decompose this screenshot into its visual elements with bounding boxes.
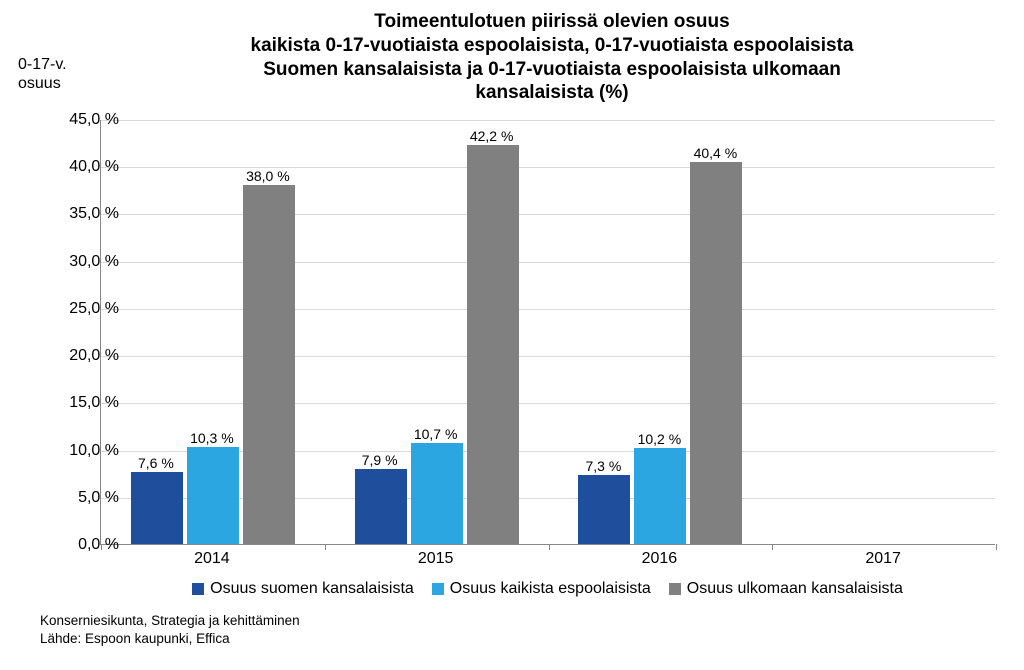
bar-series-0 — [355, 469, 407, 544]
bar-series-0 — [131, 472, 183, 544]
gridline — [101, 120, 995, 121]
chart-container: Toimeentulotuen piirissä olevien osuus k… — [0, 0, 1024, 670]
title-line: Suomen kansalaisista ja 0-17-vuotiaista … — [263, 59, 841, 80]
bar-label: 10,3 % — [190, 430, 234, 446]
x-tick-mark — [549, 544, 550, 550]
legend-label: Osuus kaikista espoolaisista — [450, 580, 651, 598]
legend-label: Osuus suomen kansalaisista — [210, 580, 414, 598]
y-tick-label: 10,0 % — [49, 442, 119, 460]
bar-label: 42,2 % — [470, 128, 514, 144]
plot-area — [100, 120, 995, 545]
bar-label: 7,6 % — [138, 455, 174, 471]
y-tick-label: 5,0 % — [49, 489, 119, 507]
y-tick-label: 30,0 % — [49, 253, 119, 271]
bar-label: 7,3 % — [585, 458, 621, 474]
footer-line: Konserniesikunta, Strategia ja kehittämi… — [40, 613, 300, 628]
legend-label: Osuus ulkomaan kansalaisista — [687, 580, 903, 598]
bar-label: 7,9 % — [362, 452, 398, 468]
title-line: Toimeentulotuen piirissä olevien osuus — [374, 11, 729, 32]
y-axis-label: 0-17-v. osuus — [18, 55, 67, 93]
bar-series-2 — [690, 162, 742, 544]
footer: Konserniesikunta, Strategia ja kehittämi… — [40, 612, 300, 647]
bar-series-1 — [187, 447, 239, 544]
gridline — [101, 167, 995, 168]
gridline — [101, 214, 995, 215]
legend: Osuus suomen kansalaisista Osuus kaikist… — [100, 580, 995, 598]
legend-item-series-1: Osuus kaikista espoolaisista — [432, 580, 651, 598]
x-tick-label: 2015 — [418, 550, 454, 568]
x-tick-mark — [772, 544, 773, 550]
x-tick-label: 2017 — [865, 550, 901, 568]
gridline — [101, 262, 995, 263]
bar-series-2 — [467, 145, 519, 544]
y-tick-label: 25,0 % — [49, 300, 119, 318]
bar-label: 38,0 % — [246, 168, 290, 184]
x-tick-mark — [325, 544, 326, 550]
legend-swatch — [432, 583, 444, 595]
bar-label: 10,2 % — [638, 431, 682, 447]
y-tick-label: 35,0 % — [49, 205, 119, 223]
y-axis-label-line: 0-17-v. — [18, 56, 67, 73]
gridline — [101, 403, 995, 404]
x-tick-label: 2016 — [642, 550, 678, 568]
x-tick-mark — [996, 544, 997, 550]
bar-label: 40,4 % — [694, 145, 738, 161]
gridline — [101, 309, 995, 310]
footer-line: Lähde: Espoon kaupunki, Effica — [40, 631, 230, 646]
bar-series-1 — [411, 443, 463, 544]
bar-series-1 — [634, 448, 686, 544]
y-tick-label: 15,0 % — [49, 394, 119, 412]
title-line: kaikista 0-17-vuotiaista espoolaisista, … — [251, 35, 854, 56]
bar-label: 10,7 % — [414, 426, 458, 442]
y-tick-label: 20,0 % — [49, 347, 119, 365]
gridline — [101, 356, 995, 357]
title-line: kansalaisista (%) — [475, 82, 628, 103]
legend-item-series-0: Osuus suomen kansalaisista — [192, 580, 414, 598]
y-tick-label: 40,0 % — [49, 158, 119, 176]
legend-swatch — [192, 583, 204, 595]
x-tick-label: 2014 — [194, 550, 230, 568]
bar-series-0 — [578, 475, 630, 544]
y-tick-label: 0,0 % — [49, 536, 119, 554]
y-axis-label-line: osuus — [18, 75, 61, 92]
y-tick-label: 45,0 % — [49, 111, 119, 129]
bar-series-2 — [243, 185, 295, 544]
legend-swatch — [669, 583, 681, 595]
legend-item-series-2: Osuus ulkomaan kansalaisista — [669, 580, 903, 598]
chart-title: Toimeentulotuen piirissä olevien osuus k… — [100, 10, 1004, 105]
